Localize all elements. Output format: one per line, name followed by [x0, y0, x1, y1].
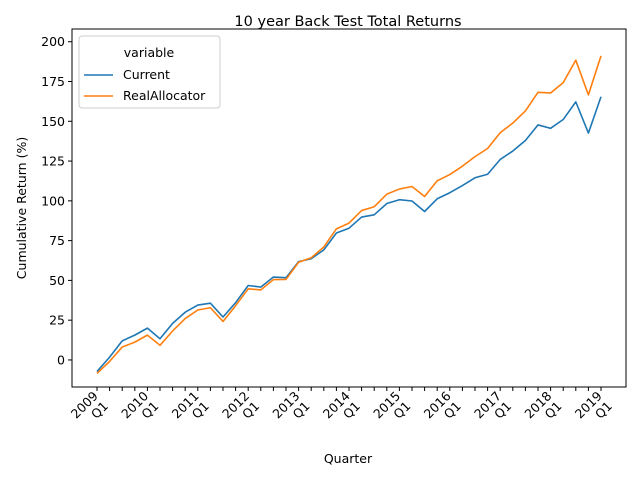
y-tick-label: 175	[41, 74, 65, 89]
y-tick-label: 25	[49, 313, 65, 328]
series-line-current	[96, 96, 602, 373]
x-tick-label-text: 2011Q1	[169, 388, 212, 431]
legend-box	[78, 35, 221, 109]
x-tick-label: 2019Q1	[572, 388, 615, 431]
x-tick-label-text: 2010Q1	[118, 388, 161, 431]
x-tick-label: 2013Q1	[269, 388, 312, 431]
x-tick-label-text: 2018Q1	[521, 388, 564, 431]
y-tick-label: 50	[49, 273, 65, 288]
legend-label-current: Current	[123, 67, 170, 82]
x-tick-label-text: 2014Q1	[320, 388, 363, 431]
x-tick-label-text: 2016Q1	[421, 388, 464, 431]
x-tick-label: 2015Q1	[370, 388, 413, 431]
legend-title: variable	[124, 45, 175, 60]
x-tick-label-text: 2019Q1	[572, 388, 615, 431]
x-tick-label: 2010Q1	[118, 388, 161, 431]
y-tick-label: 125	[41, 154, 65, 169]
legend: variable Current RealAllocator	[78, 35, 221, 109]
y-tick-label: 100	[41, 193, 65, 208]
y-tick-label: 0	[57, 352, 65, 367]
y-tick-label: 150	[41, 114, 65, 129]
x-tick-label: 2009Q1	[68, 388, 111, 431]
y-axis: 0 25 50 75 100 125 150 175 200	[41, 34, 72, 367]
y-tick-label: 75	[49, 233, 65, 248]
x-tick-label: 2018Q1	[521, 388, 564, 431]
x-tick-label: 2011Q1	[169, 388, 212, 431]
x-tick-label-text: 2013Q1	[269, 388, 312, 431]
y-axis-label: Cumulative Return (%)	[14, 137, 29, 279]
chart-title: 10 year Back Test Total Returns	[234, 14, 461, 30]
x-tick-label: 2017Q1	[471, 388, 514, 431]
y-tick-label: 200	[41, 34, 65, 49]
legend-label-realallocator: RealAllocator	[123, 88, 206, 103]
x-tick-label-text: 2012Q1	[219, 388, 262, 431]
x-tick-label: 2016Q1	[421, 388, 464, 431]
x-tick-label-text: 2009Q1	[68, 388, 111, 431]
x-tick-label-text: 2017Q1	[471, 388, 514, 431]
series-line-realallocator	[96, 55, 602, 375]
x-tick-label: 2014Q1	[320, 388, 363, 431]
x-axis-label: Quarter	[324, 451, 373, 466]
series-lines	[96, 55, 602, 375]
x-tick-label: 2012Q1	[219, 388, 262, 431]
x-tick-label-text: 2015Q1	[370, 388, 413, 431]
x-axis: 2009Q1 2010Q1 2011Q1 2012Q1 2013Q1 2014Q1 2015…	[68, 387, 615, 431]
